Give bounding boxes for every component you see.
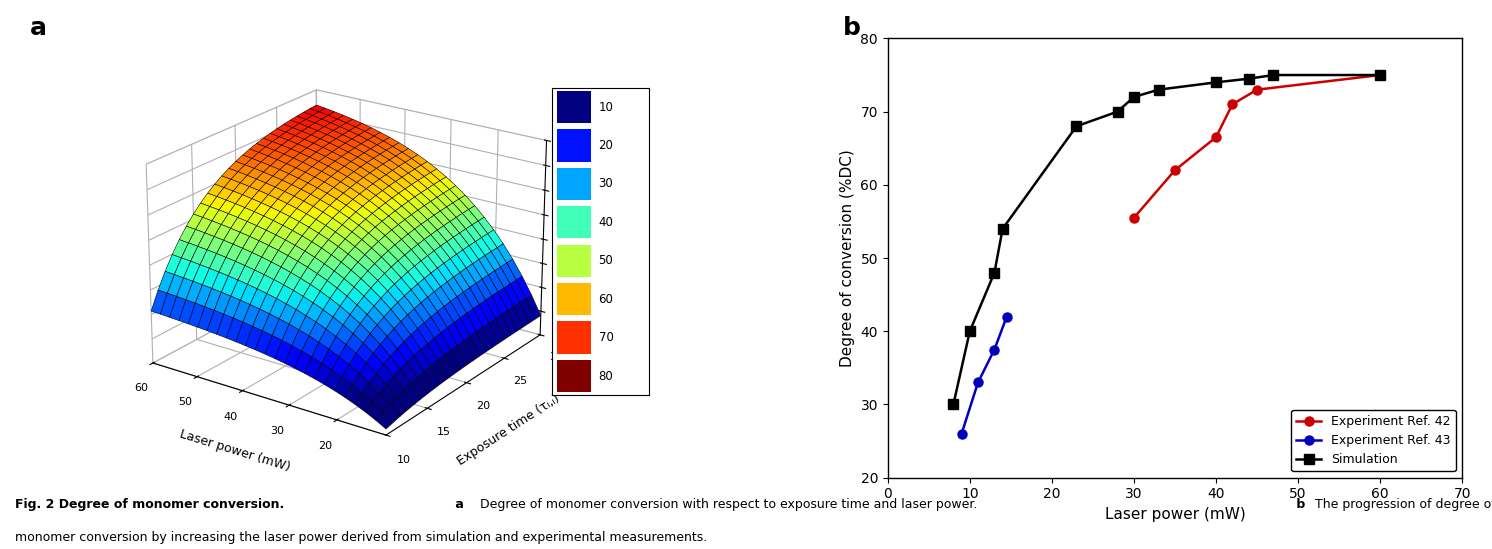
Text: The progression of degree of: The progression of degree of (1311, 497, 1492, 511)
Text: b: b (1292, 497, 1306, 511)
Text: 70: 70 (598, 331, 613, 344)
Text: a: a (30, 16, 46, 41)
Bar (557, 130, 591, 161)
Text: 60: 60 (598, 293, 613, 306)
Text: 20: 20 (598, 139, 613, 152)
Text: 50: 50 (598, 254, 613, 267)
Text: monomer conversion by increasing the laser power derived from simulation and exp: monomer conversion by increasing the las… (15, 531, 707, 544)
Bar (557, 322, 591, 354)
Text: b: b (843, 16, 861, 41)
Y-axis label: Degree of conversion (%DC): Degree of conversion (%DC) (840, 149, 855, 367)
Text: a: a (451, 497, 464, 511)
Text: 40: 40 (598, 216, 613, 229)
Text: 30: 30 (598, 177, 613, 191)
Bar (557, 360, 591, 392)
Bar (557, 245, 591, 277)
Bar (557, 206, 591, 238)
Legend: Experiment Ref. 42, Experiment Ref. 43, Simulation: Experiment Ref. 42, Experiment Ref. 43, … (1292, 410, 1456, 472)
Bar (557, 91, 591, 123)
Bar (557, 283, 591, 315)
Y-axis label: Exposure time (τₗ,ₗ): Exposure time (τₗ,ₗ) (455, 391, 562, 468)
X-axis label: Laser power (mW): Laser power (mW) (1104, 507, 1246, 522)
X-axis label: Laser power (mW): Laser power (mW) (178, 428, 292, 474)
Text: Fig. 2 Degree of monomer conversion.: Fig. 2 Degree of monomer conversion. (15, 497, 283, 511)
Bar (557, 168, 591, 200)
Text: 80: 80 (598, 369, 613, 383)
Text: Degree of monomer conversion with respect to exposure time and laser power.: Degree of monomer conversion with respec… (476, 497, 977, 511)
Text: 10: 10 (598, 100, 613, 114)
